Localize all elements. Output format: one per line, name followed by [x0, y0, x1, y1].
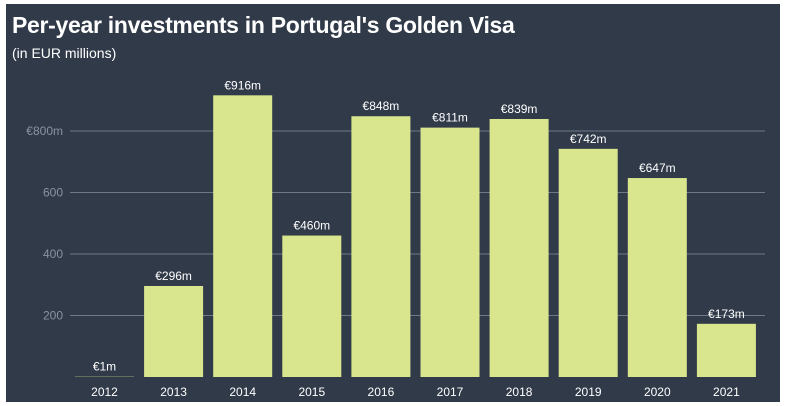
x-tick-label-2016: 2016: [368, 385, 395, 399]
x-tick-label-2013: 2013: [160, 385, 187, 399]
x-tick-label-2020: 2020: [644, 385, 671, 399]
bar-2014: [213, 95, 273, 377]
data-label-2012: €1m: [93, 360, 116, 374]
bar-2020: [627, 178, 687, 377]
chart-subtitle: (in EUR millions): [12, 45, 117, 61]
bar-2016: [351, 116, 411, 378]
bar-2019: [558, 148, 618, 377]
y-tick-label: 600: [43, 186, 63, 200]
data-label-2021: €173m: [708, 307, 745, 321]
data-label-2019: €742m: [570, 132, 607, 146]
data-label-2016: €848m: [363, 99, 400, 113]
y-tick-label: €800m: [26, 124, 63, 138]
x-tick-label-2018: 2018: [506, 385, 533, 399]
y-tick-label: 400: [43, 247, 63, 261]
data-label-2015: €460m: [293, 219, 330, 233]
data-label-2020: €647m: [639, 161, 676, 175]
chart-title: Per-year investments in Portugal's Golde…: [12, 12, 515, 38]
data-label-2018: €839m: [501, 102, 538, 116]
data-label-2014: €916m: [224, 78, 261, 92]
y-tick-label: 200: [43, 309, 63, 323]
bar-2013: [144, 285, 204, 377]
bar-2015: [282, 235, 342, 377]
bar-2017: [420, 127, 480, 378]
data-label-2013: €296m: [155, 269, 192, 283]
x-tick-label-2019: 2019: [575, 385, 602, 399]
bar-2018: [489, 119, 549, 377]
x-tick-label-2015: 2015: [298, 385, 325, 399]
x-tick-label-2017: 2017: [437, 385, 464, 399]
x-tick-label-2021: 2021: [713, 385, 740, 399]
x-tick-label-2014: 2014: [229, 385, 256, 399]
bar-2021: [696, 323, 756, 377]
x-tick-label-2012: 2012: [91, 385, 118, 399]
data-label-2017: €811m: [432, 111, 468, 125]
